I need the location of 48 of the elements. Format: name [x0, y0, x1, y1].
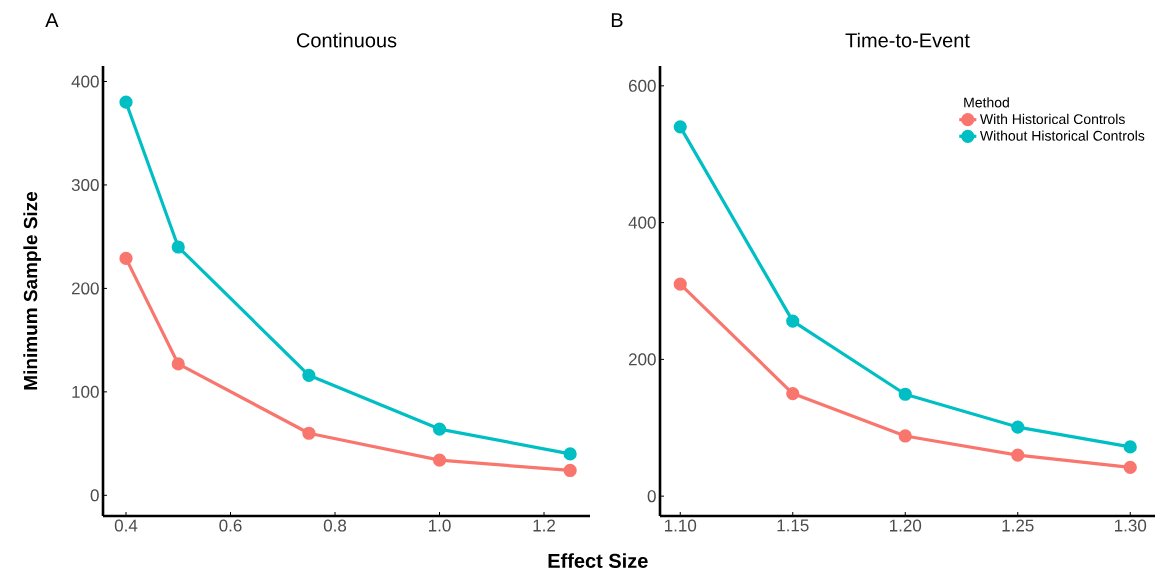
y-tick-label: 0	[647, 490, 656, 503]
legend-label: With Historical Controls	[979, 113, 1125, 125]
point	[302, 368, 316, 382]
y-tick-label: 400	[71, 75, 99, 88]
point	[119, 251, 133, 265]
legend-label: Without Historical Controls	[979, 130, 1145, 141]
text: B	[611, 13, 623, 27]
y-tick-label: 300	[71, 178, 99, 191]
point	[1123, 440, 1137, 454]
point	[171, 357, 185, 371]
point	[1123, 460, 1137, 475]
point	[119, 95, 133, 109]
point	[432, 422, 447, 436]
y-tick-label: 400	[628, 216, 656, 229]
chart-title: Continuous	[296, 32, 397, 48]
point	[673, 277, 687, 291]
x-tick-label: 1.0	[429, 519, 451, 532]
point	[1011, 448, 1025, 462]
point	[898, 387, 912, 401]
chart-title: Time-to-Event	[845, 32, 970, 48]
y-tick-label: 600	[628, 79, 656, 92]
point	[673, 120, 687, 134]
point	[432, 453, 447, 467]
x-tick-label: 0.6	[219, 519, 242, 532]
text: A	[45, 13, 59, 27]
point	[171, 240, 185, 254]
x-tick-label: 0.4	[114, 519, 138, 532]
x-tick-label: 1.15	[777, 519, 809, 532]
point	[786, 386, 800, 401]
point	[563, 447, 577, 461]
point	[898, 429, 912, 443]
x-tick-label: 1.20	[890, 519, 922, 532]
point	[302, 426, 316, 440]
y-tick-label: 0	[90, 489, 99, 502]
y-axis-title: Minimum Sample Size	[23, 191, 42, 390]
point	[563, 463, 577, 478]
legend-title: Method	[964, 97, 1009, 108]
y-tick-label: 200	[628, 353, 656, 366]
x-axis-title: Effect Size	[548, 553, 648, 568]
x-tick-label: 1.10	[665, 519, 697, 532]
point	[786, 314, 800, 328]
x-tick-label: 0.8	[323, 519, 347, 532]
x-tick-label: 1.30	[1115, 519, 1147, 532]
x-tick-label: 1.2	[533, 519, 555, 532]
x-tick-label: 1.25	[1002, 519, 1034, 532]
y-tick-label: 100	[72, 385, 99, 398]
point	[1011, 420, 1025, 434]
y-tick-label: 200	[71, 282, 99, 295]
